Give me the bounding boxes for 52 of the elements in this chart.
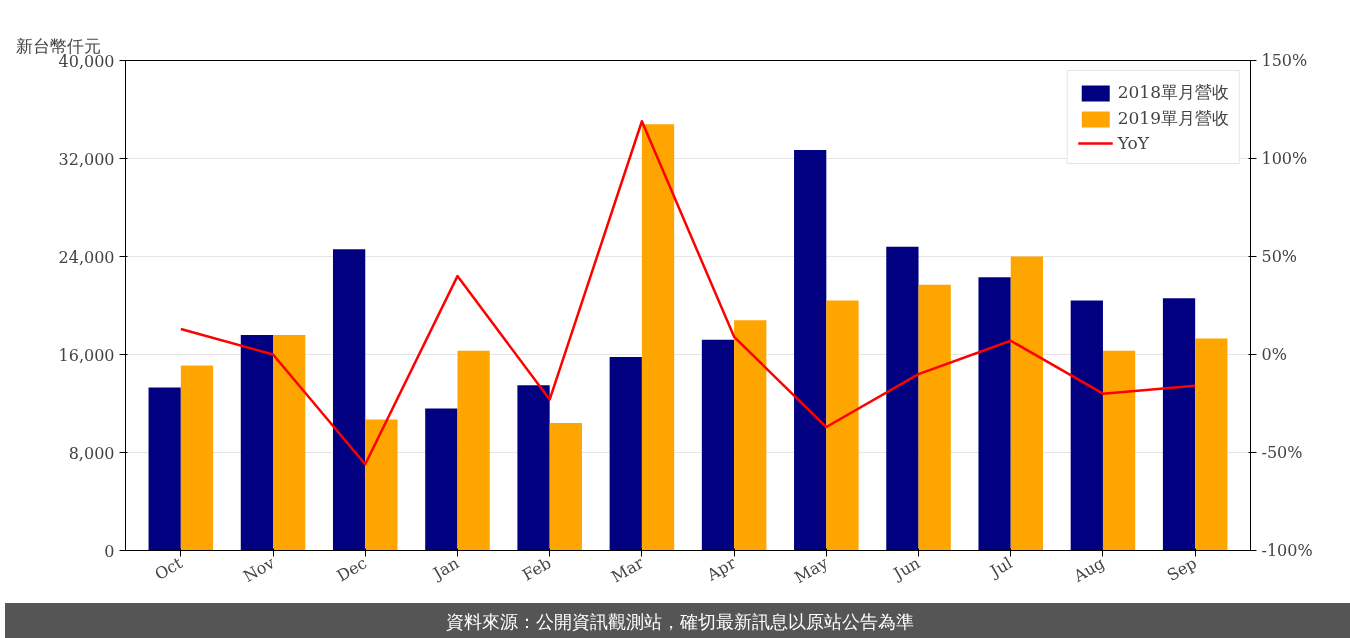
x-tick-label: Dec bbox=[333, 553, 371, 586]
y-tick-label: 32,000 bbox=[58, 149, 115, 169]
x-tick-label: Aug bbox=[1069, 553, 1108, 587]
bar bbox=[1195, 338, 1228, 551]
bar bbox=[240, 334, 274, 551]
x-tick-label: Mar bbox=[608, 553, 647, 587]
bar bbox=[701, 339, 735, 551]
bar bbox=[978, 277, 1011, 551]
y2-tick-label: -50% bbox=[1261, 443, 1303, 462]
legend-label: 2019單月營收 bbox=[1117, 107, 1229, 130]
bar bbox=[918, 284, 951, 551]
bar bbox=[365, 419, 398, 551]
bar bbox=[1102, 350, 1136, 551]
y-axis-title: 新台幣仟元 bbox=[15, 35, 101, 56]
bar bbox=[549, 423, 582, 551]
bar bbox=[332, 249, 366, 551]
bar bbox=[734, 320, 767, 551]
y-tick-label: 8,000 bbox=[68, 443, 115, 463]
bar bbox=[609, 356, 642, 551]
bar bbox=[641, 124, 675, 551]
x-tick-label: Apr bbox=[702, 553, 740, 585]
bar bbox=[517, 385, 550, 551]
bar bbox=[148, 387, 181, 551]
y-tick-label: 24,000 bbox=[58, 247, 115, 267]
x-tick-label: Feb bbox=[519, 553, 555, 585]
source-note: 資料來源：公開資訊觀測站，確切最新訊息以原站公告為準 bbox=[446, 610, 914, 634]
y2-tick-label: 100% bbox=[1261, 149, 1308, 168]
bar bbox=[1162, 298, 1196, 551]
y-tick-label: 16,000 bbox=[58, 345, 115, 365]
y2-tick-label: 50% bbox=[1261, 247, 1298, 266]
y2-tick-label: 150% bbox=[1261, 51, 1308, 70]
y2-tick-label: -100% bbox=[1261, 541, 1313, 560]
bar bbox=[180, 365, 214, 551]
x-tick-label: Jun bbox=[888, 553, 924, 585]
x-tick-label: Sep bbox=[1163, 553, 1200, 586]
bar bbox=[457, 350, 490, 551]
x-tick-label: Oct bbox=[151, 552, 187, 584]
bar bbox=[826, 300, 859, 551]
legend-label: 2018單月營收 bbox=[1117, 81, 1229, 104]
bar bbox=[273, 334, 306, 551]
x-tick-label: Nov bbox=[240, 553, 278, 587]
x-tick-label: Jul bbox=[985, 553, 1016, 582]
bar bbox=[425, 408, 458, 551]
y2-tick-label: 0% bbox=[1261, 345, 1287, 364]
y-tick-label: 0 bbox=[104, 541, 115, 561]
x-tick-label: Jan bbox=[428, 553, 463, 584]
legend-label: YoY bbox=[1117, 133, 1149, 153]
bar bbox=[1010, 256, 1044, 551]
bar bbox=[794, 149, 827, 551]
bar bbox=[1070, 300, 1103, 551]
bar bbox=[886, 246, 919, 551]
x-tick-label: May bbox=[791, 553, 832, 588]
